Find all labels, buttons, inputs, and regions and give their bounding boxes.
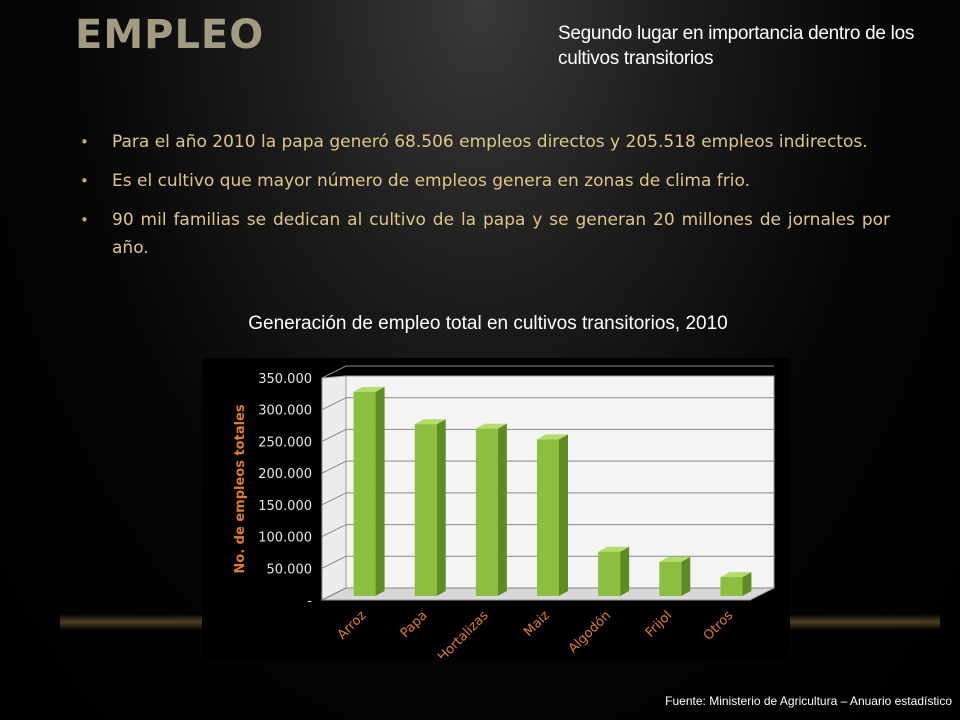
bar-side bbox=[742, 572, 752, 596]
gridline bbox=[321, 587, 774, 601]
gridline bbox=[321, 524, 774, 538]
bullet-item: • 90 mil familias se dedican al cultivo d… bbox=[80, 206, 890, 262]
bar-side bbox=[436, 419, 446, 596]
x-tick-label: Maiz bbox=[521, 608, 553, 640]
y-tick-label: 200.000 bbox=[258, 467, 312, 482]
y-tick-label: 300.000 bbox=[258, 404, 312, 419]
bullet-list: • Para el año 2010 la papa generó 68.506 … bbox=[80, 128, 890, 273]
bar-top bbox=[659, 556, 691, 562]
bar-top bbox=[353, 386, 385, 392]
bullet-text: Para el año 2010 la papa generó 68.506 e… bbox=[112, 132, 868, 152]
bullet-item: • Para el año 2010 la papa generó 68.506 … bbox=[80, 128, 890, 156]
x-tick-label: Algodón bbox=[566, 608, 614, 656]
bullet-item: • Es el cultivo que mayor número de emple… bbox=[80, 167, 890, 195]
bullet-text: 90 mil familias se dedican al cultivo de… bbox=[112, 210, 890, 258]
bar-side bbox=[681, 556, 691, 596]
bar bbox=[475, 428, 498, 596]
y-tick-label: 150.000 bbox=[258, 499, 312, 514]
slide-subtitle: Segundo lugar en importancia dentro de l… bbox=[558, 23, 915, 69]
y-tick-label: 250.000 bbox=[258, 435, 312, 450]
bar-top bbox=[414, 419, 446, 425]
x-tick-label: Hortalizas bbox=[435, 608, 492, 658]
bar-top bbox=[537, 434, 568, 440]
x-tick-label: Otros bbox=[701, 608, 737, 644]
x-tick-label: Frijol bbox=[643, 608, 675, 640]
gridline bbox=[321, 428, 774, 442]
gridline bbox=[321, 397, 774, 411]
bullet-icon: • bbox=[80, 172, 89, 190]
bar bbox=[414, 424, 437, 596]
bar-side bbox=[559, 434, 568, 596]
bullet-icon: • bbox=[80, 211, 89, 229]
y-tick-label: - bbox=[307, 594, 312, 609]
bar-top bbox=[598, 546, 630, 552]
bar bbox=[537, 439, 559, 596]
bar bbox=[598, 551, 621, 596]
chart-title: Generación de empleo total en cultivos t… bbox=[248, 313, 728, 334]
gridline bbox=[321, 492, 774, 506]
bar-top bbox=[720, 572, 752, 578]
gridline bbox=[321, 555, 774, 569]
gridline bbox=[321, 460, 774, 474]
bar-side bbox=[375, 386, 385, 596]
decorative-glow-left bbox=[60, 614, 205, 630]
y-tick-label: 50.000 bbox=[267, 562, 313, 577]
decorative-glow-right bbox=[790, 614, 940, 630]
gridline bbox=[321, 365, 774, 379]
bar bbox=[659, 561, 682, 596]
bullet-icon: • bbox=[80, 133, 89, 151]
x-tick-label: Arroz bbox=[335, 608, 370, 643]
y-axis-title: No. de empleos totales bbox=[233, 404, 248, 573]
bar-side bbox=[497, 423, 507, 596]
bar-top bbox=[475, 423, 507, 429]
bar bbox=[353, 391, 376, 596]
bullet-text: Es el cultivo que mayor número de empleo… bbox=[112, 171, 750, 191]
x-tick-label: Papa bbox=[398, 608, 431, 641]
bar-side bbox=[620, 546, 630, 596]
bar bbox=[720, 577, 743, 596]
slide-title: EMPLEO bbox=[75, 12, 265, 58]
y-tick-label: 100.000 bbox=[258, 531, 312, 546]
y-tick-label: 350.000 bbox=[258, 372, 312, 387]
source-note: Fuente: Ministerio de Agricultura – Anua… bbox=[665, 694, 952, 708]
bar-chart: - 50.000 100.000 150.000 200.000 250.000 300.0… bbox=[233, 365, 775, 658]
